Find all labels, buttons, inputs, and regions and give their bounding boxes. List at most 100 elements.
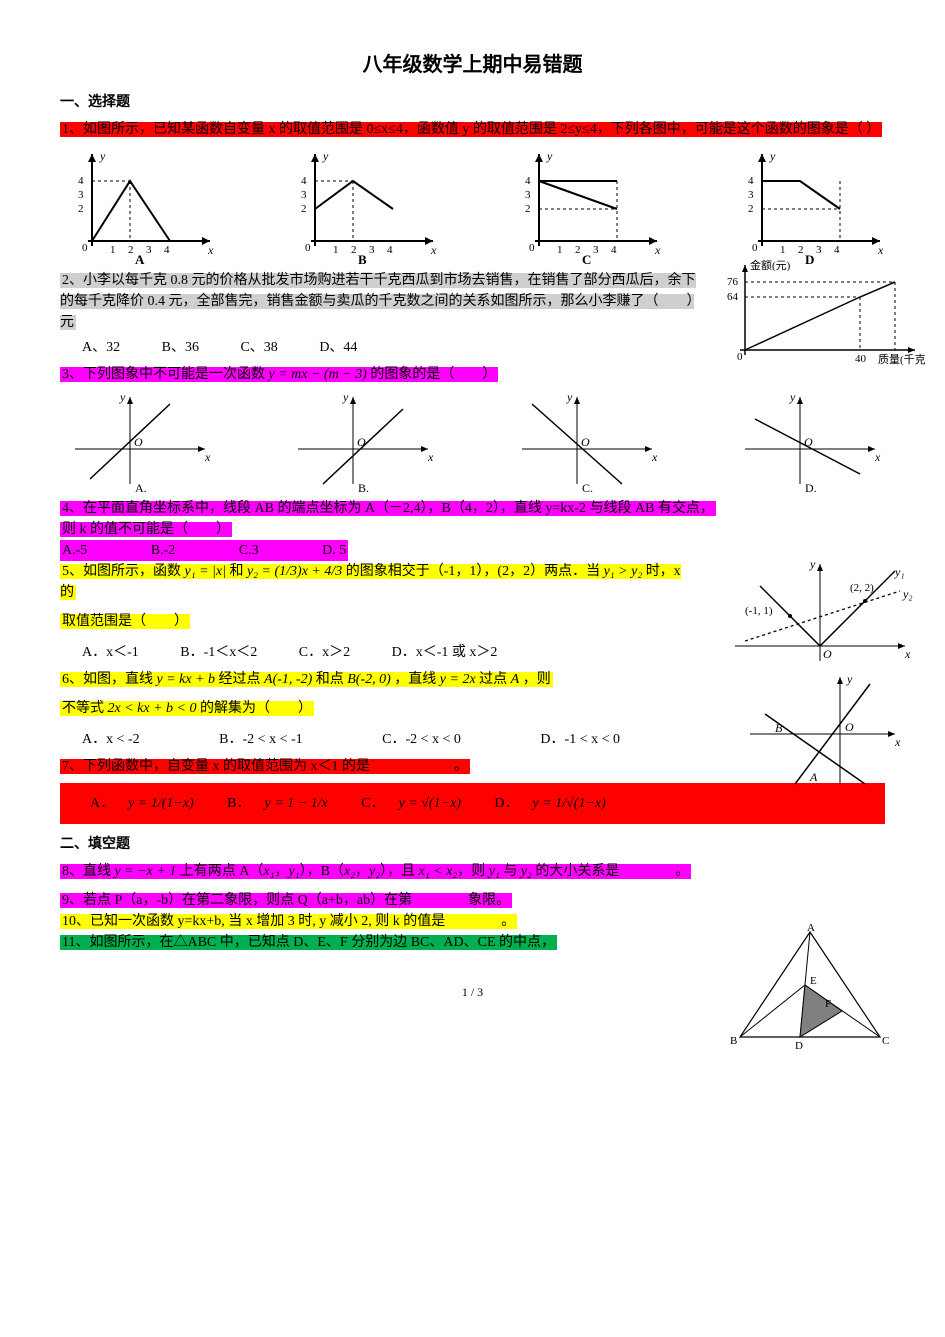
- svg-text:1: 1: [333, 244, 339, 256]
- q5-line2: 取值范围是（ ）: [60, 614, 190, 629]
- q6-opt-d: D．-1 < x < 0: [540, 732, 658, 747]
- svg-text:y: y: [99, 149, 106, 163]
- q5-side-graph: x y O (-1, 1) (2, 2) y₁ y₂: [725, 556, 915, 671]
- svg-text:4: 4: [78, 175, 84, 187]
- q5: 5、如图所示，函数 y₁ = |x| 和 y₂ = (1/3)x + 4/3 的…: [60, 561, 885, 663]
- svg-text:A.: A.: [135, 481, 147, 494]
- q3-graph-d: x y O D.: [730, 389, 885, 494]
- q3-graph-b: x y O B.: [283, 389, 438, 494]
- q2: 2、小李以每千克 0.8 元的价格从批发市场购进若干千克西瓜到市场去销售，在销售…: [60, 270, 885, 358]
- svg-text:B: B: [730, 1035, 737, 1047]
- svg-text:0: 0: [529, 242, 535, 254]
- q9-text: 9、若点 P（a，-b）在第二象限，则点 Q（a+b，ab）在第 象限。: [60, 893, 512, 908]
- q2-side-graph: 金额(元) 质量(千克) 76 64 40 0: [710, 255, 925, 375]
- q5-opt-d: D．x＜-1 或 x＞2: [392, 645, 498, 660]
- svg-text:3: 3: [369, 244, 375, 256]
- q2-opt-d: D、44: [319, 340, 357, 355]
- q6-options: A．x < -2 B．-2 < x < -1 C．-2 < x < 0 D．-1…: [82, 729, 700, 750]
- section-2-head: 二、填空题: [60, 834, 885, 855]
- svg-text:y: y: [342, 390, 349, 404]
- svg-text:2: 2: [78, 203, 84, 215]
- svg-text:y: y: [846, 672, 853, 686]
- q8-text: 8、直线 y = −x + 1 上有两点 A（x₁，y₁），B（x₂，y₂），且…: [60, 864, 691, 879]
- svg-text:4: 4: [301, 175, 307, 187]
- q7-opt-d: D． y = 1/√(1−x): [494, 796, 605, 811]
- q3-formula: y = mx − (m − 3): [269, 367, 367, 382]
- svg-text:3: 3: [78, 189, 84, 201]
- q3-graph-a: x y O A.: [60, 389, 215, 494]
- svg-text:A: A: [807, 922, 815, 934]
- svg-text:质量(千克): 质量(千克): [878, 353, 925, 366]
- svg-text:O: O: [845, 720, 854, 734]
- q1-graph-a: y x 0 4 3 2 1 2 3 4 A: [60, 146, 215, 266]
- svg-text:y: y: [809, 557, 816, 571]
- q1-graph-d: y x 0 4 3 2 1 2 3 4 D: [730, 146, 885, 266]
- svg-text:2: 2: [128, 244, 134, 256]
- svg-text:x: x: [654, 243, 661, 257]
- svg-text:y: y: [566, 390, 573, 404]
- svg-text:2: 2: [748, 203, 754, 215]
- svg-text:2: 2: [525, 203, 531, 215]
- svg-text:A: A: [809, 770, 818, 784]
- q6-opt-b: B．-2 < x < -1: [219, 732, 340, 747]
- svg-text:0: 0: [752, 242, 758, 254]
- q9: 9、若点 P（a，-b）在第二象限，则点 Q（a+b，ab）在第 象限。: [60, 890, 885, 911]
- q5-line1: 5、如图所示，函数 y₁ = |x| 和 y₂ = (1/3)x + 4/3 的…: [60, 564, 681, 600]
- svg-text:y: y: [769, 149, 776, 163]
- q7-opt-a: A． y = 1/(1−x): [90, 796, 194, 811]
- q2-options: A、32 B、36 C、38 D、44: [82, 337, 700, 358]
- q6-opt-a: A．x < -2: [82, 732, 178, 747]
- svg-text:2: 2: [351, 244, 357, 256]
- svg-text:3: 3: [301, 189, 307, 201]
- q3-text: 3、下列图象中不可能是一次函数 y = mx − (m − 3) 的图象的是（ …: [60, 367, 498, 382]
- svg-text:4: 4: [611, 244, 617, 256]
- svg-text:x: x: [427, 450, 434, 464]
- q4-line1: 4、在平面直角坐标系中，线段 AB 的端点坐标为 A（－2,4），B（4，2），…: [60, 501, 716, 516]
- q1: 1、如图所示，已知某函数自变量 x 的取值范围是 0≤x≤4，函数值 y 的取值…: [60, 119, 885, 266]
- q6-line2: 不等式 2x < kx + b < 0 的解集为（ ）: [60, 701, 314, 716]
- svg-text:0: 0: [737, 351, 743, 363]
- svg-text:3: 3: [748, 189, 754, 201]
- page-title: 八年级数学上期中易错题: [60, 50, 885, 80]
- q3: 3、下列图象中不可能是一次函数 y = mx − (m − 3) 的图象的是（ …: [60, 364, 885, 494]
- q10-text: 10、已知一次函数 y=kx+b, 当 x 增加 3 时, y 减小 2, 则 …: [60, 914, 517, 929]
- q4-opt-c: C.3: [239, 543, 259, 558]
- svg-text:x: x: [204, 450, 211, 464]
- q1-text: 1、如图所示，已知某函数自变量 x 的取值范围是 0≤x≤4，函数值 y 的取值…: [60, 122, 882, 137]
- svg-text:D: D: [795, 1040, 803, 1052]
- q11-text: 11、如图所示，在△ABC 中，已知点 D、E、F 分别为边 BC、AD、CE …: [60, 935, 557, 950]
- svg-text:(2, 2): (2, 2): [850, 582, 874, 594]
- q11: 11、如图所示，在△ABC 中，已知点 D、E、F 分别为边 BC、AD、CE …: [60, 932, 885, 953]
- q1-graph-c: y x 0 4 3 2 1 2 3 4 C: [507, 146, 662, 266]
- svg-text:x: x: [874, 450, 881, 464]
- q8: 8、直线 y = −x + 1 上有两点 A（x₁，y₁），B（x₂，y₂），且…: [60, 861, 885, 882]
- q7-text: 7、下列函数中，自变量 x 的取值范围为 x＜1 的是 。: [60, 759, 470, 774]
- svg-text:1: 1: [557, 244, 563, 256]
- svg-text:4: 4: [748, 175, 754, 187]
- svg-text:76: 76: [727, 276, 739, 288]
- svg-text:4: 4: [525, 175, 531, 187]
- svg-text:D.: D.: [805, 481, 817, 494]
- q3-text-pre: 3、下列图象中不可能是一次函数: [62, 367, 269, 382]
- svg-text:y: y: [546, 149, 553, 163]
- section-1-head: 一、选择题: [60, 92, 885, 113]
- q4-opt-d: D. 5: [322, 543, 346, 558]
- q7-opt-c: C． y = √(1−x): [361, 796, 461, 811]
- svg-text:B: B: [775, 721, 783, 735]
- q5-opt-b: B．-1＜x＜2: [180, 645, 257, 660]
- svg-text:2: 2: [301, 203, 307, 215]
- q6-side-graph: x y O B A: [735, 669, 905, 789]
- svg-text:2: 2: [575, 244, 581, 256]
- q2-text: 2、小李以每千克 0.8 元的价格从批发市场购进若干千克西瓜到市场去销售，在销售…: [60, 273, 696, 330]
- q4-options: A.-5 B.-2 C.3 D. 5: [60, 540, 348, 561]
- svg-text:y: y: [789, 390, 796, 404]
- svg-text:B: B: [358, 252, 367, 266]
- svg-text:4: 4: [164, 244, 170, 256]
- svg-text:x: x: [430, 243, 437, 257]
- q11-side-graph: A B C D E F: [725, 922, 895, 1052]
- q5-opt-c: C．x＞2: [299, 645, 350, 660]
- q6-opt-c: C．-2 < x < 0: [382, 732, 499, 747]
- svg-text:y₂: y₂: [902, 587, 913, 601]
- svg-text:A: A: [135, 252, 145, 266]
- svg-text:4: 4: [387, 244, 393, 256]
